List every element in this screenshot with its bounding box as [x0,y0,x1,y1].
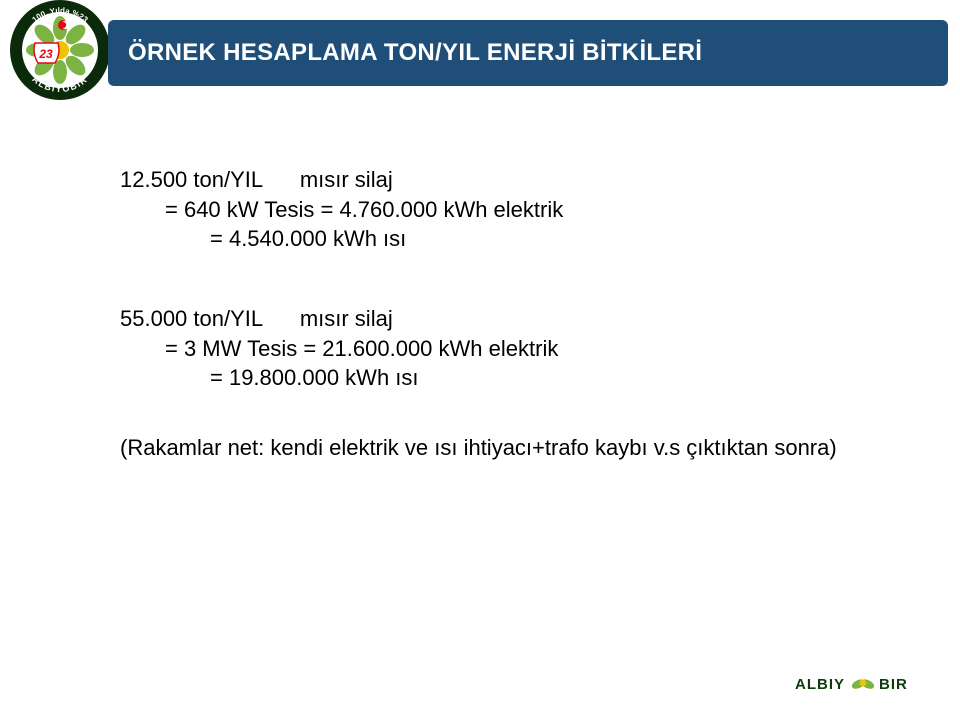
calc-block-1: 12.500 ton/YIL mısır silaj = 640 kW Tesi… [120,165,880,254]
b1-line1-left: 12.500 ton/YIL [120,167,263,192]
logo-badge-number: 23 [38,47,53,61]
b2-line1-right: mısır silaj [300,306,393,331]
header-bar: 100. Yılda %23 ALBİYOBİR 23 [0,10,960,88]
footer-brand: ALBIY BIR [795,669,945,704]
content-area: 12.500 ton/YIL mısır silaj = 640 kW Tesi… [120,165,880,463]
b1-line1-right: mısır silaj [300,167,393,192]
b1-line3: = 4.540.000 kWh ısı [120,224,880,254]
footer-brand-right: BIR [879,676,908,693]
b2-line1-left: 55.000 ton/YIL [120,306,263,331]
b1-line2: = 640 kW Tesis = 4.760.000 kWh elektrik [120,195,880,225]
b2-line2: = 3 MW Tesis = 21.600.000 kWh elektrik [120,334,880,364]
footer-brand-left: ALBIY [795,676,845,693]
b2-line3: = 19.800.000 kWh ısı [120,363,880,393]
title-band: ÖRNEK HESAPLAMA TON/YIL ENERJİ BİTKİLERİ [108,20,948,86]
organization-logo: 100. Yılda %23 ALBİYOBİR 23 [5,0,115,105]
note-text: (Rakamlar net: kendi elektrik ve ısı iht… [120,433,880,463]
calc-block-2: 55.000 ton/YIL mısır silaj = 3 MW Tesis … [120,304,880,393]
page-title: ÖRNEK HESAPLAMA TON/YIL ENERJİ BİTKİLERİ [128,39,702,67]
